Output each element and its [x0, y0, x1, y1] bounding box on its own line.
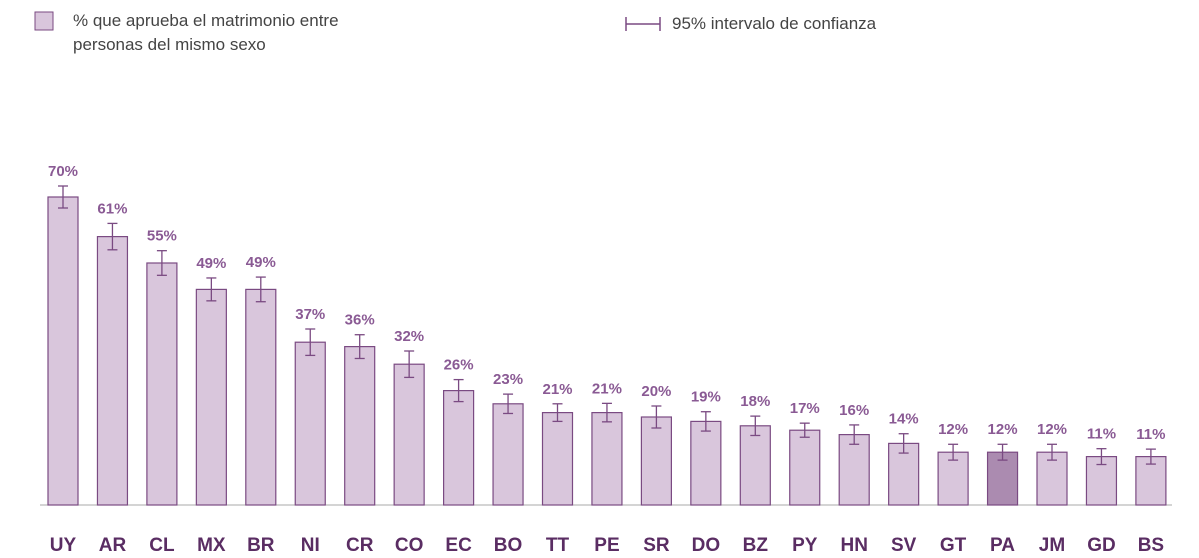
error-bar — [948, 443, 959, 461]
x-tick-label: SR — [643, 535, 670, 556]
bar — [146, 262, 178, 506]
value-label: 70% — [48, 163, 78, 180]
x-tick-label: NI — [301, 535, 320, 556]
x-tick-label: EC — [445, 535, 472, 556]
error-bar — [601, 402, 612, 423]
error-bar — [305, 328, 316, 357]
x-tick-label: CL — [149, 535, 175, 556]
bar — [640, 416, 673, 506]
value-label: 20% — [641, 383, 671, 400]
value-label: 12% — [938, 421, 968, 438]
value-label: 36% — [345, 312, 375, 329]
error-bar — [849, 424, 860, 445]
x-tick-label: JM — [1039, 535, 1065, 556]
bar — [344, 346, 376, 506]
x-tick-label: PA — [990, 535, 1015, 556]
legend-error-icon — [625, 17, 661, 31]
x-tick-label: CR — [346, 535, 374, 556]
error-bar — [1047, 443, 1057, 461]
value-label: 18% — [740, 393, 770, 410]
error-bar — [255, 276, 266, 303]
bar — [937, 451, 969, 506]
value-label: 23% — [493, 371, 523, 388]
value-label: 12% — [988, 421, 1018, 438]
bar — [47, 196, 79, 506]
bar — [739, 425, 771, 506]
bar — [690, 420, 722, 506]
bar — [789, 429, 821, 506]
error-bar — [206, 277, 217, 302]
bar — [986, 451, 1019, 506]
value-label: 17% — [790, 400, 820, 417]
bar — [1085, 456, 1118, 506]
error-bar — [799, 422, 810, 438]
value-label: 26% — [444, 357, 474, 374]
bar — [1036, 451, 1068, 506]
bar — [443, 390, 475, 506]
error-bar — [997, 443, 1008, 461]
x-tick-label: AR — [99, 535, 127, 556]
x-tick-label: BR — [247, 535, 275, 556]
bar — [294, 341, 326, 506]
x-tick-label: SV — [891, 535, 917, 556]
x-tick-label: GT — [940, 535, 967, 556]
value-label: 14% — [889, 411, 919, 428]
bar — [492, 403, 524, 506]
value-label: 49% — [246, 254, 276, 271]
x-tick-label: BZ — [743, 535, 769, 556]
value-label: 49% — [196, 255, 226, 272]
value-label: 55% — [147, 228, 177, 245]
x-tick-label: TT — [546, 535, 570, 556]
x-tick-label: DO — [692, 535, 721, 556]
value-label: 16% — [839, 402, 869, 419]
error-bar — [898, 433, 909, 454]
x-tick-label: BS — [1138, 535, 1164, 556]
bar — [195, 288, 227, 506]
x-tick-label: BO — [494, 535, 523, 556]
value-label: 21% — [542, 381, 572, 398]
value-label: 12% — [1037, 421, 1067, 438]
error-bar — [1145, 448, 1156, 465]
value-label: 61% — [97, 200, 127, 217]
error-bar — [156, 250, 167, 276]
error-bar — [503, 393, 514, 415]
bar — [838, 434, 870, 506]
error-bar — [404, 350, 415, 379]
error-bar — [107, 222, 118, 251]
error-bar — [700, 411, 711, 432]
value-label: 21% — [592, 380, 622, 397]
bar — [541, 412, 574, 506]
error-bar — [750, 415, 761, 437]
x-tick-label: PE — [594, 535, 619, 556]
error-bar — [552, 403, 563, 423]
error-bar — [651, 405, 662, 429]
x-tick-label: GD — [1087, 535, 1116, 556]
x-tick-label: HN — [840, 535, 867, 556]
error-bar — [453, 378, 464, 403]
value-label: 32% — [394, 328, 424, 345]
bar — [591, 412, 623, 506]
error-bar — [354, 334, 365, 360]
value-label: 19% — [691, 389, 721, 406]
bar — [96, 236, 129, 506]
value-label: 37% — [295, 306, 325, 323]
legend-label: % que aprueba el matrimonio entre person… — [73, 11, 339, 54]
error-bar — [58, 185, 68, 209]
legend-error-label: 95% intervalo de confianza — [672, 14, 877, 33]
x-tick-label: UY — [50, 535, 77, 556]
bar — [245, 288, 277, 506]
x-tick-label: PY — [792, 535, 818, 556]
value-label: 11% — [1136, 426, 1165, 443]
value-label: 11% — [1087, 426, 1116, 443]
bar — [393, 363, 425, 506]
x-tick-label: CO — [395, 535, 424, 556]
x-tick-label: MX — [197, 535, 226, 556]
legend-swatch — [34, 11, 54, 31]
error-bar — [1096, 448, 1107, 466]
